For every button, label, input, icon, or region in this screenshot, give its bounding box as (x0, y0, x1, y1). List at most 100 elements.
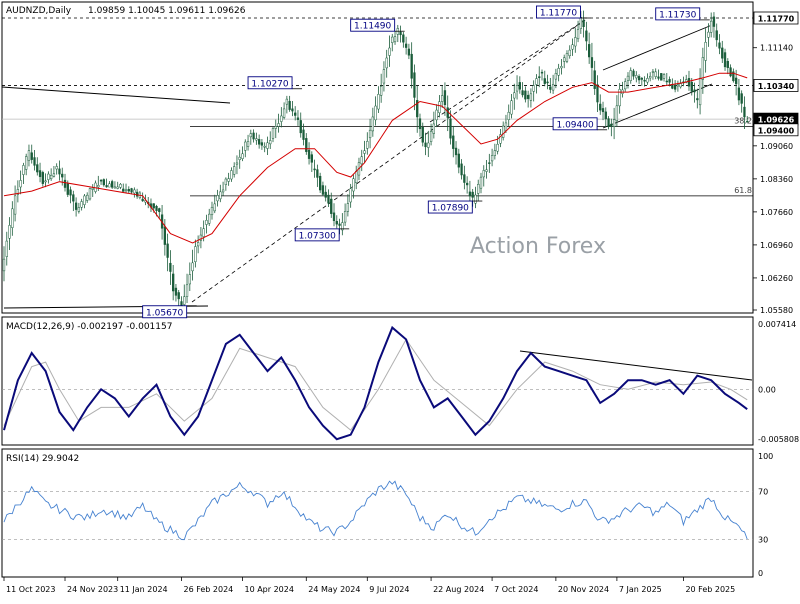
candle-body (346, 203, 350, 212)
candle-body (280, 115, 283, 122)
candle-body (734, 77, 738, 85)
candle-body (155, 206, 158, 211)
candle-body (224, 178, 228, 185)
candle-body (335, 221, 338, 225)
x-tick-label: 24 May 2024 (308, 585, 360, 594)
candle-body (86, 194, 89, 201)
candle-body (158, 208, 161, 213)
candle-body (551, 84, 555, 91)
candle-body (612, 119, 616, 127)
candle-body (460, 163, 463, 176)
rsi-series (2, 480, 753, 541)
candle-body (576, 29, 580, 40)
candle-body (698, 77, 702, 106)
candle-body (388, 47, 391, 56)
candle-body (660, 73, 663, 81)
level-label-1.09400: 1.09400 (556, 120, 593, 130)
candle-body (424, 142, 427, 148)
candle-body (468, 191, 472, 197)
rsi-line (3, 480, 748, 541)
candle-body (269, 140, 272, 145)
candle-body (252, 132, 255, 140)
level-label-1.11730: 1.11730 (659, 10, 696, 20)
macd-signal-line (3, 338, 748, 431)
candle-body (540, 71, 544, 74)
ohlc-readout: 1.09859 1.10045 1.09611 1.09626 (88, 6, 246, 16)
price-tick-label: 1.11140 (760, 44, 793, 53)
candle-body (255, 138, 258, 141)
macd-series (2, 325, 753, 441)
candle-body (49, 175, 53, 180)
candle-body (102, 179, 105, 186)
candle-body (282, 108, 286, 118)
candle-body (377, 94, 380, 110)
candle-body (202, 228, 205, 237)
candle-body (271, 128, 275, 139)
candle-body (116, 186, 119, 189)
candle-body (685, 79, 688, 83)
candle-body (673, 84, 677, 90)
candle-body (696, 98, 699, 101)
price-tag-1.09400 (753, 123, 799, 137)
candle-body (307, 149, 311, 159)
candle-body (363, 150, 366, 154)
candle-body (371, 116, 374, 132)
ema-line (3, 72, 748, 244)
candle-body (610, 123, 613, 127)
candle-body (543, 78, 546, 84)
candle-body (274, 126, 277, 129)
candle-body (55, 166, 58, 170)
candle-body (474, 194, 477, 204)
candle-body (122, 188, 125, 192)
x-tick-label: 7 Oct 2024 (494, 585, 538, 594)
candle-body (560, 66, 563, 69)
candle-body (743, 106, 746, 118)
candle-body (499, 134, 502, 144)
candle-body (707, 31, 710, 38)
candle-body (654, 71, 657, 77)
candle-body (5, 240, 8, 257)
candle-body (513, 92, 516, 99)
candle-body (47, 173, 50, 180)
candle-body (210, 206, 214, 216)
channel-dashed-lower (191, 19, 586, 303)
candle-body (291, 108, 294, 112)
candle-body (427, 142, 430, 148)
candle-body (410, 53, 413, 79)
candle-body (374, 105, 377, 121)
candle-body (585, 30, 588, 42)
candle-body (393, 36, 397, 43)
candle-body (330, 198, 333, 214)
candle-body (565, 53, 569, 62)
macd-tick-label: -0.005808 (758, 435, 799, 444)
candle-body (302, 129, 305, 140)
candle-body (662, 74, 666, 79)
candle-body (502, 125, 505, 138)
level-box-1.11770 (536, 5, 581, 19)
x-tick-label: 26 Feb 2024 (183, 585, 233, 594)
level-box-1.09400 (552, 117, 598, 131)
candle-body (91, 187, 94, 190)
candle-body (740, 93, 743, 104)
watermark: Action Forex (470, 234, 606, 259)
candle-body (510, 100, 513, 115)
candle-body (299, 120, 302, 134)
candle-body (399, 31, 402, 36)
candle-body (135, 191, 139, 197)
price-tag-label: 1.09626 (758, 116, 795, 125)
candle-body (124, 189, 128, 192)
price-tag-label: 1.09400 (758, 126, 795, 135)
candle-body (52, 173, 56, 177)
candle-body (166, 243, 169, 258)
x-tick-label: 9 Jul 2024 (369, 585, 409, 594)
candle-body (44, 180, 47, 183)
candle-body (169, 262, 172, 272)
candle-body (355, 171, 358, 184)
candle-body (626, 75, 630, 81)
candle-body (341, 222, 344, 231)
x-tick-label: 20 Nov 2024 (558, 585, 609, 594)
candle-body (715, 30, 718, 41)
candle-body (521, 90, 524, 96)
candle-body (435, 109, 438, 121)
candle-body (601, 108, 605, 113)
